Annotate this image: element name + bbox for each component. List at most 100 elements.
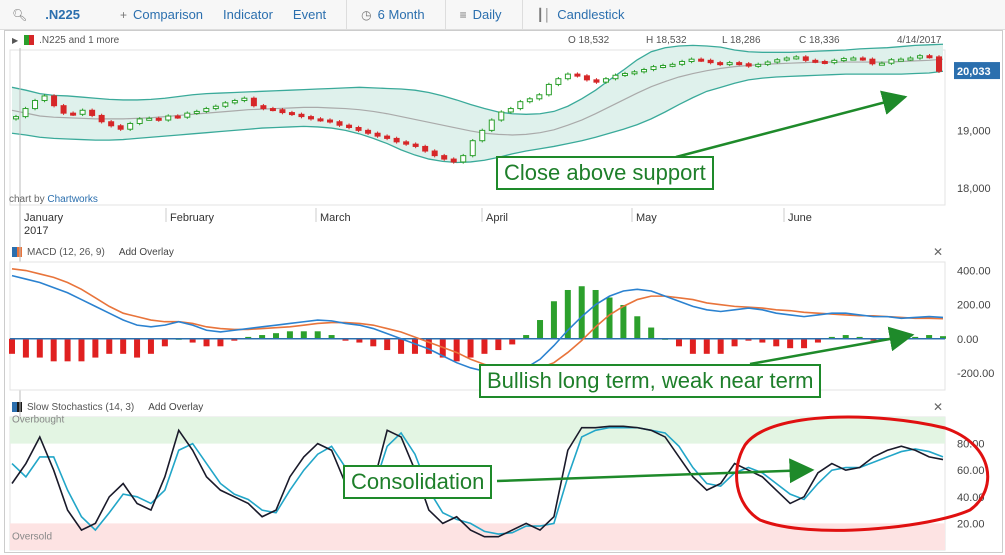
candle-body bbox=[517, 101, 524, 110]
candle-body bbox=[260, 105, 267, 110]
candle-body bbox=[555, 78, 562, 85]
credit-prefix: chart by bbox=[9, 194, 48, 205]
macd-histogram-bar bbox=[259, 335, 266, 339]
candle-body bbox=[279, 109, 286, 114]
toolbar-divider bbox=[444, 0, 446, 30]
macd-panel: MACD (12, 26, 9) Add Overlay ✕ bbox=[4, 243, 1003, 393]
period-button[interactable]: ◷ 6 Month bbox=[361, 7, 424, 22]
candlestick-icon: ┃│ bbox=[536, 7, 552, 22]
stoch-d-line bbox=[11, 426, 944, 535]
candle-body bbox=[127, 122, 134, 130]
expand-icon[interactable]: ▶ bbox=[12, 35, 19, 45]
toolbar-divider bbox=[521, 0, 523, 30]
event-button[interactable]: Event bbox=[293, 7, 326, 22]
credit-brand-link[interactable]: Chartworks bbox=[47, 194, 98, 205]
macd-histogram-bar bbox=[606, 297, 613, 339]
macd-histogram-bar bbox=[912, 336, 919, 339]
macd-add-overlay-link[interactable]: Add Overlay bbox=[118, 246, 174, 258]
comparison-button[interactable]: + Comparison bbox=[120, 7, 203, 22]
candle-body bbox=[840, 58, 847, 62]
macd-histogram-bar bbox=[342, 338, 349, 341]
macd-y-tick: 400.00 bbox=[957, 266, 991, 278]
candle-body bbox=[393, 137, 400, 143]
bollinger-upper-line bbox=[11, 43, 944, 115]
macd-label: MACD (12, 26, 9) bbox=[27, 246, 105, 258]
candle-body bbox=[365, 129, 372, 134]
candle-body bbox=[536, 94, 543, 100]
candle-body bbox=[602, 78, 609, 83]
stoch-close-icon[interactable]: ✕ bbox=[932, 400, 943, 414]
candle-body bbox=[346, 124, 353, 129]
macd-histogram-bar bbox=[773, 338, 780, 347]
macd-histogram-bar bbox=[217, 338, 224, 347]
list-icon: ≡ bbox=[459, 7, 467, 22]
candle-body bbox=[307, 116, 314, 120]
macd-histogram-bar bbox=[717, 338, 724, 354]
candle-body bbox=[916, 55, 923, 59]
candle-body bbox=[593, 79, 600, 83]
macd-histogram-bar bbox=[384, 338, 391, 351]
macd-histogram-bar bbox=[467, 338, 474, 358]
macd-histogram-bar bbox=[356, 338, 363, 343]
symbol-label[interactable]: .N225 bbox=[45, 7, 80, 22]
candle-body bbox=[583, 75, 590, 81]
candle-body bbox=[726, 62, 733, 66]
clock-icon: ◷ bbox=[361, 7, 372, 22]
candle-body bbox=[336, 121, 343, 126]
stoch-swatch bbox=[12, 402, 22, 412]
candle-body bbox=[660, 65, 667, 68]
event-label: Event bbox=[292, 7, 327, 22]
candle-body bbox=[60, 105, 67, 114]
candle-body bbox=[507, 108, 514, 113]
macd-histogram-bar bbox=[564, 289, 571, 339]
candle-body bbox=[79, 109, 86, 115]
candle-body bbox=[869, 58, 876, 65]
candle-body bbox=[13, 116, 19, 120]
macd-histogram-bar bbox=[703, 338, 710, 354]
stoch-k-line bbox=[11, 425, 944, 538]
ohlc-high: H 18,532 bbox=[646, 34, 687, 46]
macd-histogram-bar bbox=[787, 338, 794, 349]
candle-body bbox=[688, 58, 695, 62]
x-tick-label: January bbox=[24, 212, 64, 224]
candle-body bbox=[907, 57, 914, 61]
macd-histogram-bar bbox=[620, 305, 627, 339]
candle-body bbox=[32, 100, 39, 110]
indicator-button[interactable]: Indicator bbox=[223, 7, 273, 22]
macd-histogram-bar bbox=[161, 338, 168, 347]
chart-credit[interactable]: chart by Chartworks bbox=[9, 194, 98, 205]
candle-body bbox=[745, 63, 752, 67]
candle-body bbox=[564, 73, 571, 80]
search-icon[interactable]: 🔍︎ bbox=[12, 7, 28, 22]
candle-body bbox=[41, 95, 48, 102]
interval-button[interactable]: ≡ Daily bbox=[460, 7, 502, 22]
macd-histogram-bar bbox=[870, 338, 877, 341]
plus-icon: + bbox=[119, 7, 127, 22]
chart-frame bbox=[4, 30, 1003, 553]
stoch-y-tick: 60.00 bbox=[957, 465, 985, 477]
candle-body bbox=[926, 55, 933, 59]
macd-histogram-bar bbox=[22, 338, 29, 358]
candle-body bbox=[469, 140, 476, 157]
macd-histogram-bar bbox=[106, 338, 113, 354]
indicator-label: Indicator bbox=[223, 7, 273, 22]
candle-body bbox=[641, 69, 648, 73]
macd-y-tick: 0.00 bbox=[957, 334, 978, 346]
candle-body bbox=[431, 150, 438, 157]
stoch-panel-header: Slow Stochastics (14, 3) Add Overlay bbox=[4, 398, 949, 416]
candle-body bbox=[698, 58, 705, 62]
stoch-add-overlay-link[interactable]: Add Overlay bbox=[148, 401, 204, 413]
candle-body bbox=[327, 119, 334, 123]
chart-type-button[interactable]: ┃│ Candlestick bbox=[537, 7, 625, 22]
candle-body bbox=[793, 56, 800, 60]
candle-body bbox=[812, 59, 819, 63]
candle-body bbox=[545, 83, 552, 96]
macd-close-icon[interactable]: ✕ bbox=[932, 245, 943, 259]
macd-histogram-bar bbox=[203, 338, 210, 347]
x-tick-label: May bbox=[636, 212, 657, 224]
candle-body bbox=[117, 125, 124, 130]
candle-body bbox=[288, 112, 295, 116]
candle-body bbox=[374, 132, 381, 137]
comparison-label: Comparison bbox=[132, 7, 204, 22]
